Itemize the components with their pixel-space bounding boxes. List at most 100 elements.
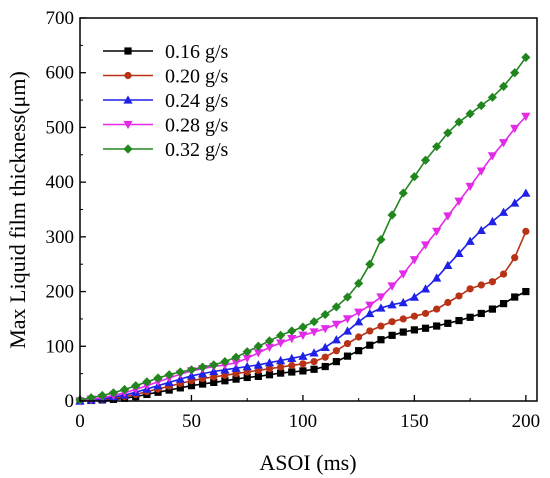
- data-point: [454, 248, 464, 257]
- data-point: [142, 377, 152, 387]
- data-point: [377, 336, 385, 344]
- series-1: [76, 287, 530, 405]
- data-point: [387, 300, 397, 309]
- data-point: [487, 216, 498, 226]
- data-point: [365, 259, 375, 269]
- data-point: [510, 198, 520, 207]
- x-axis: 0 50 100 150 200: [75, 395, 540, 432]
- data-point: [355, 333, 363, 341]
- data-point: [288, 361, 296, 370]
- data-point: [454, 117, 464, 127]
- data-point: [231, 352, 241, 362]
- data-point: [498, 81, 509, 91]
- data-point: [342, 326, 353, 335]
- data-point: [299, 367, 307, 375]
- data-point: [354, 317, 364, 326]
- legend-label: 0.20 g/s: [165, 66, 229, 88]
- data-point: [377, 322, 385, 330]
- data-point: [443, 128, 453, 138]
- legend-label: 0.16 g/s: [165, 41, 229, 63]
- data-point: [354, 278, 364, 288]
- data-point: [410, 312, 418, 320]
- data-point: [277, 363, 285, 371]
- data-point: [187, 382, 196, 390]
- y-tick-label: 100: [46, 336, 75, 357]
- data-point: [119, 384, 130, 395]
- data-point: [342, 292, 353, 302]
- data-point: [476, 167, 486, 176]
- data-point: [254, 372, 262, 380]
- y-axis: 0 100 200 300 400 500 600 700: [46, 8, 86, 412]
- data-point: [164, 370, 174, 380]
- data-point: [277, 369, 285, 377]
- legend-marker: [123, 120, 133, 130]
- data-point: [186, 365, 197, 375]
- data-point: [320, 325, 330, 334]
- data-point: [86, 393, 96, 403]
- data-point: [388, 331, 396, 339]
- legend-item: 0.28 g/s: [103, 115, 229, 137]
- data-point: [465, 109, 475, 119]
- data-point: [253, 360, 263, 369]
- y-tick-label: 700: [46, 8, 75, 29]
- y-tick-label: 400: [46, 172, 75, 193]
- legend-marker: [123, 95, 133, 104]
- data-point: [232, 375, 240, 383]
- data-point: [320, 309, 330, 320]
- legend-item: 0.20 g/s: [103, 66, 229, 88]
- data-point: [399, 328, 407, 336]
- data-point: [376, 234, 386, 245]
- data-point: [276, 339, 286, 348]
- data-point: [287, 353, 297, 363]
- x-tick-label: 150: [400, 411, 429, 432]
- data-point: [420, 241, 431, 250]
- y-tick-label: 300: [46, 227, 75, 248]
- data-point: [488, 278, 497, 286]
- data-point: [433, 322, 441, 330]
- legend-marker: [124, 71, 132, 80]
- series-3: [75, 188, 531, 405]
- data-point: [455, 316, 463, 325]
- data-point: [242, 354, 252, 363]
- data-point: [465, 236, 475, 245]
- data-point: [355, 347, 363, 355]
- x-axis-title: ASOI (ms): [259, 450, 356, 475]
- data-point: [276, 355, 286, 365]
- data-point: [477, 281, 485, 289]
- data-point: [498, 207, 509, 216]
- data-point: [209, 360, 219, 370]
- data-point: [276, 330, 286, 340]
- data-point: [287, 334, 297, 344]
- data-point: [309, 348, 319, 357]
- data-point: [521, 52, 531, 62]
- data-point: [321, 362, 329, 371]
- data-point: [265, 371, 274, 379]
- data-point: [466, 313, 474, 321]
- data-point: [409, 172, 419, 182]
- y-tick-label: 600: [46, 63, 75, 84]
- data-point: [199, 380, 207, 388]
- data-point: [321, 353, 329, 361]
- data-point: [476, 225, 486, 234]
- data-point: [310, 365, 318, 373]
- data-point: [421, 324, 430, 332]
- data-point: [221, 377, 229, 385]
- data-point: [299, 360, 307, 368]
- data-point: [366, 341, 374, 349]
- data-point: [108, 388, 119, 398]
- data-point: [331, 302, 341, 312]
- data-point: [176, 384, 184, 392]
- data-point: [242, 361, 252, 371]
- legend-marker: [124, 47, 132, 55]
- data-point: [243, 373, 251, 382]
- data-point: [420, 155, 431, 165]
- data-point: [97, 390, 107, 401]
- series-layer: [75, 52, 531, 406]
- y-tick-label: 200: [46, 282, 75, 303]
- x-tick-label: 200: [512, 411, 541, 432]
- data-point: [298, 322, 308, 332]
- data-point: [498, 139, 509, 148]
- data-point: [487, 152, 498, 161]
- data-point: [343, 352, 352, 360]
